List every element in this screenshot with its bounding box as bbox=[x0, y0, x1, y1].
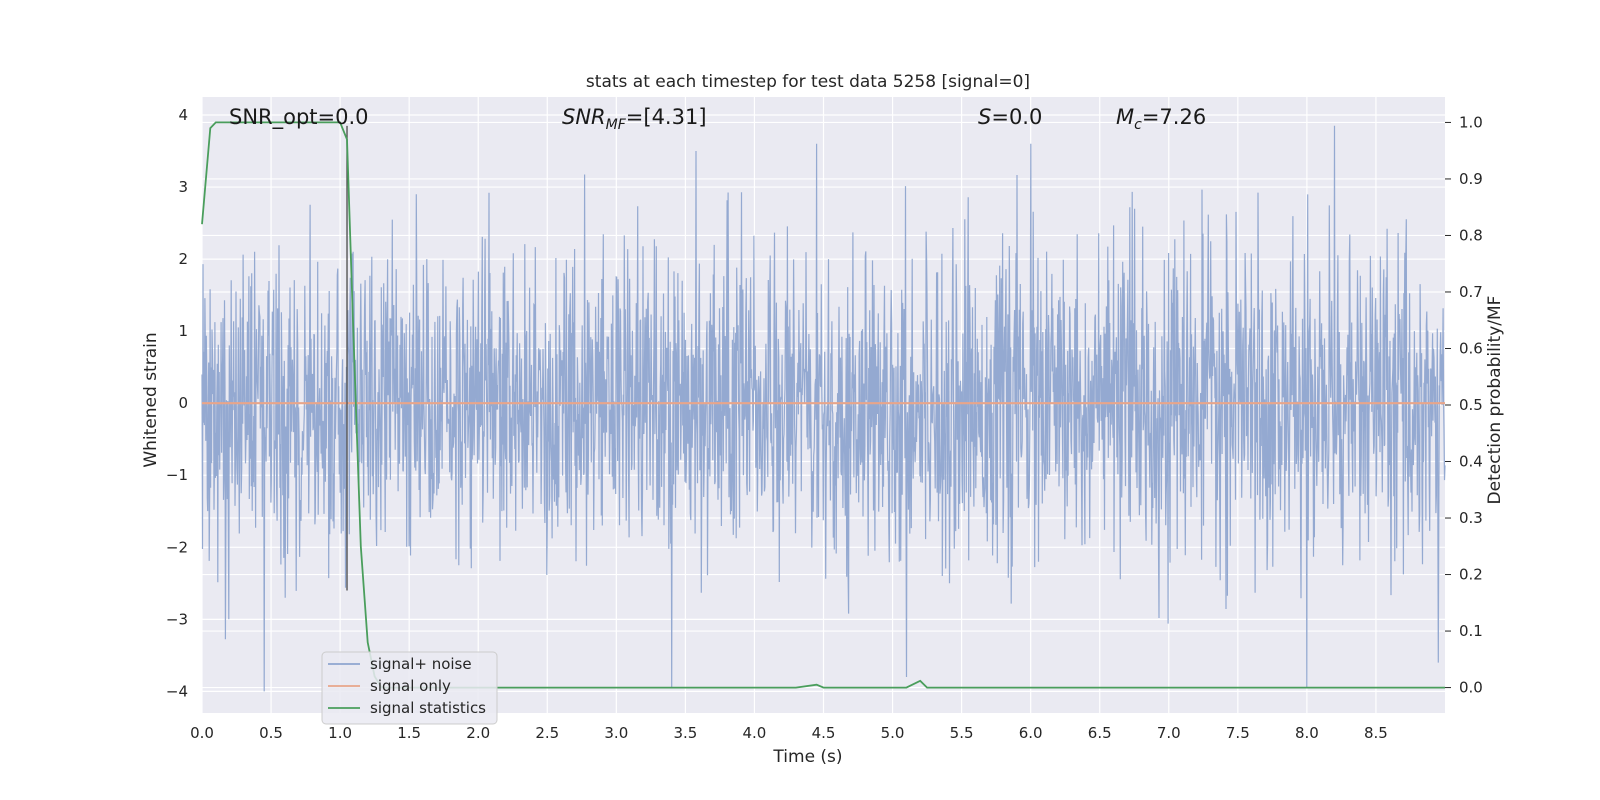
legend-box bbox=[321, 651, 498, 725]
x-ticks: 0.0 0.5 1.0 1.5 2.0 2.5 3.0 3.5 4.0 4.5 5.0 5.5 6.0 6… bbox=[190, 724, 1388, 742]
y-right-axis-title: Detection probability/MF bbox=[1485, 296, 1505, 505]
legend: signal+ noise signal only signal statist… bbox=[321, 651, 498, 725]
x-tick-label: 8.5 bbox=[1364, 724, 1388, 742]
chart-title: stats at each timestep for test data 525… bbox=[586, 72, 1030, 92]
y-right-ticks: 1.0 0.9 0.8 0.7 0.6 0.5 0.4 0.3 0.2 0.1 0.0 bbox=[1445, 113, 1483, 697]
y-left-tick-label: 2 bbox=[178, 250, 188, 268]
y-right-tick-label: 0.3 bbox=[1459, 509, 1483, 527]
x-tick-label: 4.5 bbox=[812, 724, 836, 742]
x-tick-label: 1.5 bbox=[397, 724, 421, 742]
x-tick-label: 4.0 bbox=[743, 724, 767, 742]
y-right-tick-label: 0.5 bbox=[1459, 396, 1483, 414]
grid bbox=[201, 97, 1445, 713]
y-left-axis-title: Whitened strain bbox=[141, 332, 161, 467]
x-tick-label: 8.0 bbox=[1295, 724, 1319, 742]
y-left-tick-label: 3 bbox=[178, 178, 188, 196]
x-axis-title: Time (s) bbox=[772, 747, 842, 767]
x-tick-label: 5.5 bbox=[950, 724, 974, 742]
y-right-tick-label: 0.6 bbox=[1459, 339, 1483, 357]
y-right-tick-label: 1.0 bbox=[1459, 113, 1483, 131]
y-left-ticks: 4 3 2 1 0 −1 −2 −3 −4 bbox=[166, 106, 188, 700]
signal-noise-trace bbox=[201, 125, 1446, 692]
y-right-tick-label: 0.1 bbox=[1459, 622, 1483, 640]
x-tick-label: 0.0 bbox=[190, 724, 214, 742]
legend-label-noise: signal+ noise bbox=[370, 655, 472, 673]
y-left-tick-label: −3 bbox=[166, 610, 188, 628]
x-tick-label: 3.5 bbox=[673, 724, 697, 742]
x-tick-label: 0.5 bbox=[259, 724, 283, 742]
x-tick-label: 1.0 bbox=[328, 724, 352, 742]
mc-label: M bbox=[1116, 105, 1134, 129]
x-tick-label: 6.5 bbox=[1088, 724, 1112, 742]
legend-label-statistics: signal statistics bbox=[370, 699, 486, 717]
y-right-tick-label: 0.2 bbox=[1459, 566, 1483, 584]
y-left-tick-label: −4 bbox=[166, 682, 188, 700]
snr-mf-value: =[4.31] bbox=[626, 105, 707, 129]
y-left-tick-label: 1 bbox=[178, 322, 188, 340]
mc-value: =7.26 bbox=[1142, 105, 1206, 129]
s-label: S bbox=[978, 105, 991, 129]
s-value: =0.0 bbox=[991, 105, 1042, 129]
snr-opt-annotation: SNR_opt=0.0 bbox=[229, 105, 369, 130]
x-tick-label: 2.0 bbox=[466, 724, 490, 742]
y-right-tick-label: 0.8 bbox=[1459, 226, 1483, 244]
y-right-tick-label: 0.0 bbox=[1459, 679, 1483, 697]
y-left-tick-label: 4 bbox=[178, 106, 188, 124]
y-right-tick-label: 0.9 bbox=[1459, 170, 1483, 188]
y-left-tick-label: −1 bbox=[166, 466, 188, 484]
x-tick-label: 5.0 bbox=[881, 724, 905, 742]
x-tick-label: 7.0 bbox=[1157, 724, 1181, 742]
x-tick-label: 6.0 bbox=[1019, 724, 1043, 742]
x-tick-label: 2.5 bbox=[535, 724, 559, 742]
mc-annotation: Mc=7.26 bbox=[1116, 105, 1206, 133]
x-tick-label: 3.0 bbox=[604, 724, 628, 742]
s-annotation: S=0.0 bbox=[978, 105, 1042, 129]
y-right-tick-label: 0.7 bbox=[1459, 283, 1483, 301]
mc-subscript: c bbox=[1134, 117, 1142, 133]
legend-label-signal-only: signal only bbox=[370, 677, 451, 695]
snr-mf-label: SNR bbox=[562, 105, 606, 129]
y-left-tick-label: 0 bbox=[178, 394, 188, 412]
snr-mf-subscript: MF bbox=[606, 117, 627, 133]
y-right-tick-label: 0.4 bbox=[1459, 453, 1483, 471]
x-tick-label: 7.5 bbox=[1226, 724, 1250, 742]
y-left-tick-label: −2 bbox=[166, 538, 188, 556]
snr-mf-annotation: SNRMF=[4.31] bbox=[562, 105, 707, 133]
plot-area bbox=[201, 97, 1446, 713]
noise-series bbox=[201, 125, 1446, 692]
